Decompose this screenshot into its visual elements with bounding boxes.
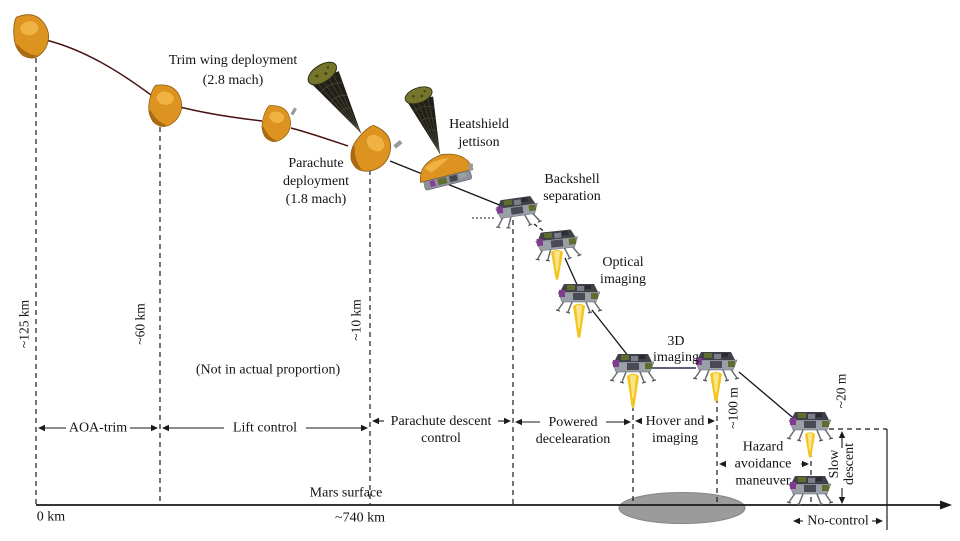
label-phase-aoa-trim: AOA-trim bbox=[68, 420, 128, 436]
label-altitude-100m: ~100 m bbox=[725, 387, 741, 429]
parachute-first-icon bbox=[303, 57, 375, 143]
label-phase-hover-imaging: Hover and imaging bbox=[645, 414, 705, 446]
label-altitude-10km: ~10 km bbox=[348, 299, 364, 341]
capsule-heatshield-jettison-icon bbox=[419, 153, 474, 191]
label-trim-wing-deployment: Trim wing deployment (2.8 mach) bbox=[168, 53, 298, 88]
label-backshell-separation: Backshell separation bbox=[543, 172, 601, 204]
label-altitude-60km: ~60 km bbox=[132, 303, 148, 345]
label-phase-no-control: No-control bbox=[807, 513, 869, 529]
label-3d-imaging: 3D imaging bbox=[653, 334, 699, 365]
capsule-entry-icon bbox=[11, 12, 51, 60]
label-altitude-20m: ~20 m bbox=[833, 373, 849, 409]
label-phase-powered-deceleration: Powered decelearation bbox=[535, 415, 611, 447]
trajectory-path bbox=[45, 39, 799, 423]
label-proportion-note: (Not in actual proportion) bbox=[195, 362, 341, 378]
label-phase-slow-descent: Slow descent bbox=[827, 443, 857, 485]
label-optical-imaging: Optical imaging bbox=[600, 255, 646, 287]
label-heatshield-jettison: Heatshield jettison bbox=[449, 117, 509, 150]
label-mars-surface: Mars surface bbox=[309, 485, 383, 501]
parachute-second-icon bbox=[402, 83, 454, 160]
label-parachute-deployment: Parachute deployment (1.8 mach) bbox=[282, 156, 350, 207]
label-phase-hazard-avoidance: Hazard avoidance maneuver bbox=[734, 439, 792, 489]
phase-arrows bbox=[38, 417, 883, 525]
capsule-trimwing-icon bbox=[258, 103, 298, 145]
label-altitude-125km: ~125 km bbox=[16, 299, 32, 349]
label-phase-parachute-descent-control: Parachute descent control bbox=[390, 414, 492, 446]
label-phase-lift-control: Lift control bbox=[232, 420, 298, 436]
surface-axis bbox=[36, 500, 952, 510]
landing-zone-ellipse bbox=[618, 492, 746, 524]
capsule-parachute-icon bbox=[342, 120, 403, 181]
label-origin-0km: 0 km bbox=[36, 509, 66, 525]
label-downrange-740km: ~740 km bbox=[335, 510, 385, 526]
